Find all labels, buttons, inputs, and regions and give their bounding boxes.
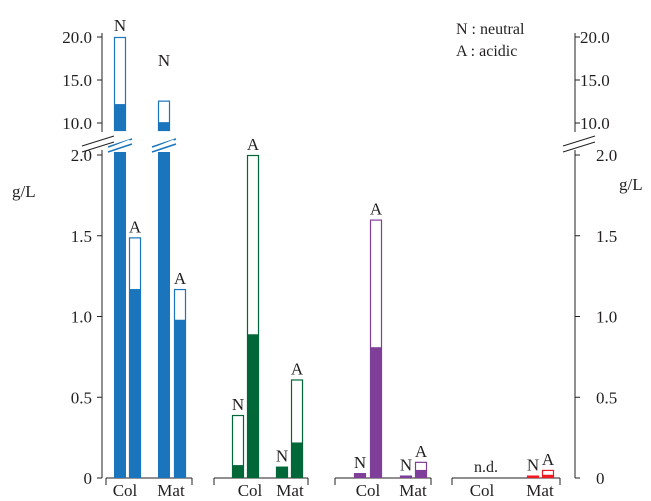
x-tick-label: Mat [526, 481, 554, 500]
x-tick-label: Col [470, 481, 495, 500]
y-tick-label-left: 15.0 [62, 71, 92, 90]
y-tick-label-right: 20.0 [580, 28, 610, 47]
bar-label: A [370, 200, 383, 219]
y-tick-label-left: 1.0 [71, 308, 92, 327]
bar-break-mark [107, 143, 133, 153]
axis-break-mark-left [81, 135, 115, 147]
bar-break-gap [153, 139, 175, 151]
y-tick-label-left: 2.0 [71, 146, 92, 165]
bar-fill [291, 442, 303, 478]
not-detected-annotation: n.d. [474, 459, 498, 476]
bar-label: A [129, 217, 142, 236]
bar-fill-lower [158, 152, 170, 478]
bar-break-gap [109, 139, 131, 151]
y-tick-label-left: 1.5 [71, 227, 92, 246]
bar-fill [370, 347, 382, 478]
x-tick-label: Col [356, 481, 381, 500]
y-tick-label-right: 2.0 [596, 146, 617, 165]
x-tick-label: Mat [157, 481, 185, 500]
x-tick-label: Col [238, 481, 263, 500]
y-axis-label-right: g/L [619, 175, 643, 194]
x-tick-label: Mat [276, 481, 304, 500]
bar-break-mark [151, 143, 177, 153]
bar-fill [542, 474, 554, 478]
bar-label: N [158, 51, 170, 70]
y-tick-label-right: 10.0 [580, 114, 610, 133]
bar-fill [400, 475, 412, 478]
x-tick-label: Col [113, 481, 138, 500]
y-tick-label-right: 0.5 [596, 388, 617, 407]
y-tick-label-right: 15.0 [580, 71, 610, 90]
bar-label: A [291, 359, 304, 378]
axes [81, 33, 596, 485]
bar-label: N [527, 456, 539, 475]
bar-fill [527, 475, 539, 478]
y-axis-label-left: g/L [12, 182, 36, 201]
bar-label: N [400, 456, 412, 475]
bar-fill [415, 469, 427, 478]
labels: 0 0 0.5 0.5 1.0 1.0 1.5 1.5 2.0 2.0 10.0 10.0 15.0 15… [62, 16, 617, 500]
bar-label: N [114, 16, 126, 35]
bar-label: A [247, 135, 260, 154]
y-tick-label-left: 0.5 [71, 388, 92, 407]
y-tick-label-right: 1.5 [596, 227, 617, 246]
bar-fill-lower [114, 152, 126, 478]
axis-break-mark-right [562, 135, 596, 147]
y-tick-label-left: 0 [84, 469, 93, 488]
bar-label: N [354, 453, 366, 472]
bar-fill-upper [158, 122, 170, 131]
legend-entry-acidic: A : acidic [456, 43, 517, 60]
bar-fill [247, 334, 259, 478]
bar-label: A [542, 450, 555, 469]
axis-break-mark-right [562, 141, 596, 153]
bar-fill [276, 466, 288, 478]
bars [107, 36, 555, 479]
bar-fill [354, 473, 366, 478]
y-tick-label-right: 1.0 [596, 308, 617, 327]
y-tick-label-left: 20.0 [62, 28, 92, 47]
bar-fill [232, 465, 244, 478]
bar-fill-upper [114, 104, 126, 131]
bar-fill [174, 319, 186, 478]
legend-entry-neutral: N : neutral [456, 21, 525, 38]
bar-label: N [276, 447, 288, 466]
y-tick-label-left: 10.0 [62, 114, 92, 133]
bar-label: A [174, 269, 187, 288]
axis-break-mark-left [81, 141, 115, 153]
bar-label: A [415, 442, 428, 461]
bar-label: N [232, 395, 244, 414]
y-tick-label-right: 0 [596, 469, 605, 488]
x-tick-label: Mat [399, 481, 427, 500]
bar-fill [129, 289, 141, 478]
